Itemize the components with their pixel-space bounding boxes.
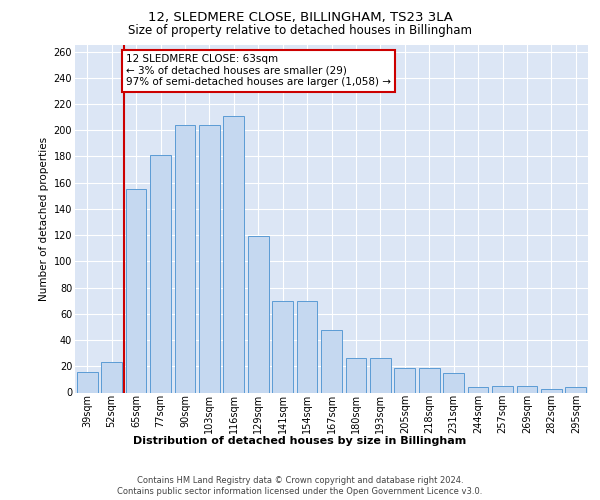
- Bar: [419, 368, 440, 392]
- Bar: [517, 386, 538, 392]
- Bar: [394, 368, 415, 392]
- Text: Size of property relative to detached houses in Billingham: Size of property relative to detached ho…: [128, 24, 472, 37]
- Bar: [77, 372, 98, 392]
- Bar: [321, 330, 342, 392]
- Bar: [565, 388, 586, 392]
- Bar: [296, 300, 317, 392]
- Bar: [199, 125, 220, 392]
- Bar: [248, 236, 269, 392]
- Text: Distribution of detached houses by size in Billingham: Distribution of detached houses by size …: [133, 436, 467, 446]
- Text: 12, SLEDMERE CLOSE, BILLINGHAM, TS23 3LA: 12, SLEDMERE CLOSE, BILLINGHAM, TS23 3LA: [148, 11, 452, 24]
- Bar: [443, 373, 464, 392]
- Bar: [175, 125, 196, 392]
- Bar: [223, 116, 244, 392]
- Bar: [150, 155, 171, 392]
- Bar: [467, 388, 488, 392]
- Text: Contains HM Land Registry data © Crown copyright and database right 2024.: Contains HM Land Registry data © Crown c…: [137, 476, 463, 485]
- Bar: [346, 358, 367, 392]
- Text: Contains public sector information licensed under the Open Government Licence v3: Contains public sector information licen…: [118, 487, 482, 496]
- Bar: [370, 358, 391, 392]
- Bar: [492, 386, 513, 392]
- Bar: [541, 388, 562, 392]
- Bar: [272, 300, 293, 392]
- Text: 12 SLEDMERE CLOSE: 63sqm
← 3% of detached houses are smaller (29)
97% of semi-de: 12 SLEDMERE CLOSE: 63sqm ← 3% of detache…: [127, 54, 391, 88]
- Y-axis label: Number of detached properties: Number of detached properties: [40, 136, 49, 301]
- Bar: [101, 362, 122, 392]
- Bar: [125, 189, 146, 392]
